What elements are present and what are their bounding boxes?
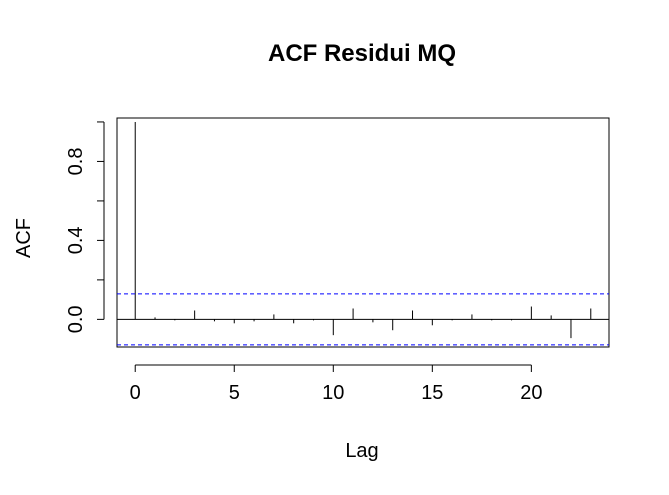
x-tick-label-20: 20: [520, 382, 542, 404]
reference-lines: [117, 293, 609, 346]
x-tick-label-15: 15: [421, 382, 443, 404]
y-tick-label-0: 0.0: [65, 305, 87, 333]
y-tick-label-0_8: 0.8: [65, 148, 87, 176]
acf-bars: [134, 121, 592, 339]
x-tick-label-0: 0: [130, 382, 141, 404]
x-tick-label-5: 5: [229, 382, 240, 404]
x-axis-label: Lag: [345, 440, 378, 462]
plot-frame: [116, 117, 610, 348]
y-axis: 0.0 0.4 0.8: [65, 121, 105, 333]
x-axis: 0 5 10 15 20: [130, 364, 542, 404]
x-tick-label-10: 10: [322, 382, 344, 404]
chart-title: ACF Residui MQ: [268, 40, 456, 67]
y-tick-label-0_4: 0.4: [65, 226, 87, 254]
y-axis-label: ACF: [13, 218, 35, 258]
